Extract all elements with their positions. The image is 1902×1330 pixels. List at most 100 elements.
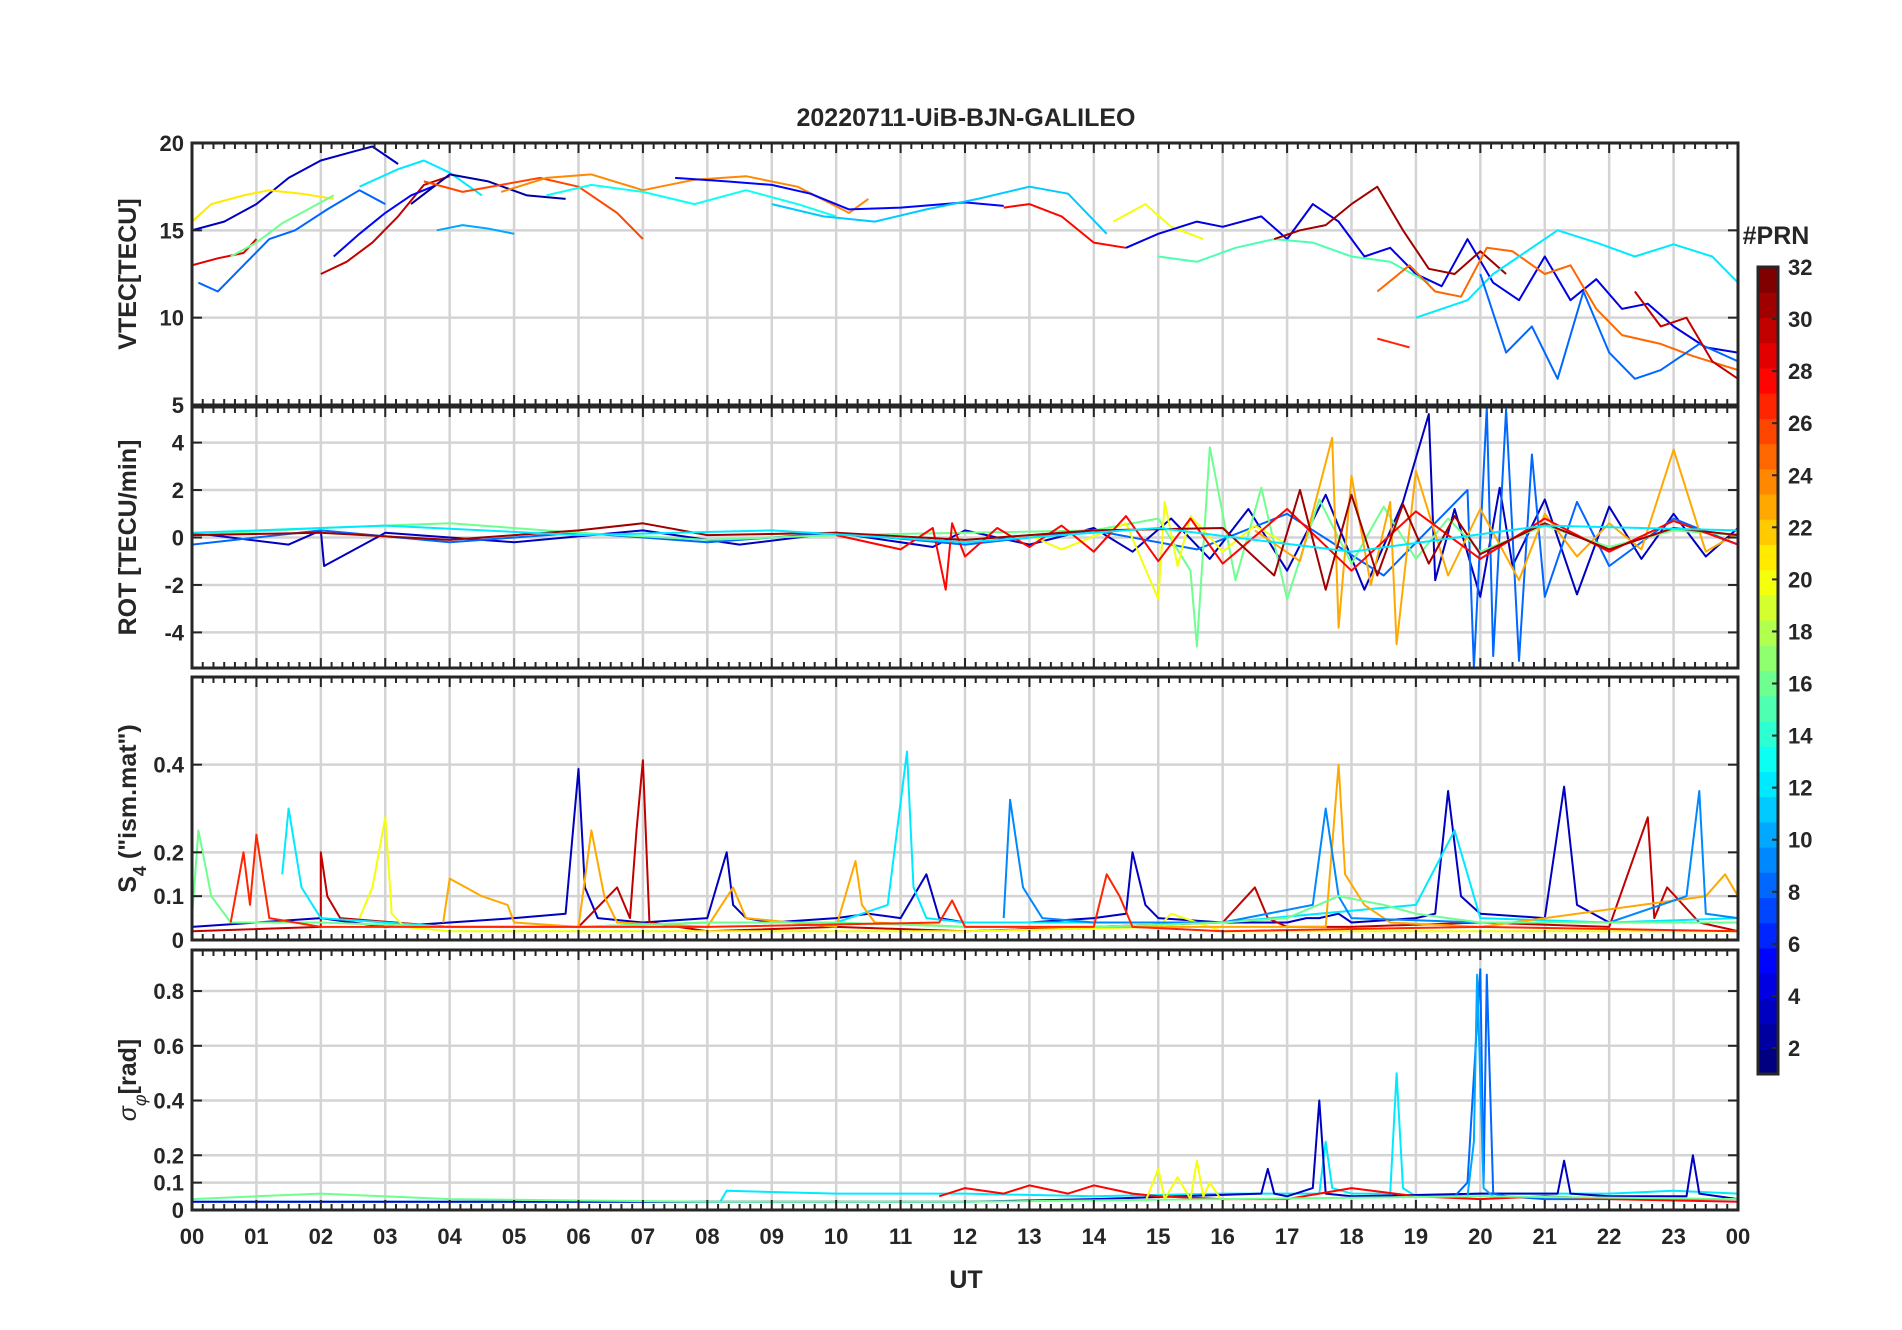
colorbar-swatch bbox=[1758, 544, 1778, 571]
colorbar-tick-label: 30 bbox=[1788, 307, 1812, 332]
colorbar-frame bbox=[1756, 265, 1780, 1076]
x-tick-label: 05 bbox=[502, 1224, 526, 1249]
panel-vtec: 5 10 15 20 VTEC[TECU] bbox=[114, 131, 1740, 418]
panel-s4: 0 0.1 0.2 0.4S4 ("ism.mat") bbox=[114, 675, 1740, 953]
colorbar-swatch bbox=[1758, 973, 1778, 999]
colorbar-tick-label: 10 bbox=[1788, 828, 1812, 853]
colorbar-swatch bbox=[1758, 292, 1778, 319]
colorbar-tick-label: 32 bbox=[1788, 255, 1812, 280]
colorbar-swatch bbox=[1758, 1023, 1778, 1050]
colorbar-swatches bbox=[1758, 267, 1778, 1075]
x-tick-label: 02 bbox=[309, 1224, 333, 1249]
series-line-prn-11 bbox=[771, 185, 1108, 235]
y-axis-label: ROT [TECU/min] bbox=[114, 440, 142, 636]
colorbar-swatch bbox=[1758, 393, 1778, 419]
series-line-prn-23 bbox=[1254, 436, 1738, 646]
y-tick-label: 20 bbox=[160, 131, 184, 156]
series-line-prn-3 bbox=[192, 145, 399, 232]
colorbar-tick-label: 2 bbox=[1788, 1036, 1800, 1061]
x-tick-label: 00 bbox=[180, 1224, 204, 1249]
y-axis-label: S4 ("ism.mat") bbox=[114, 724, 150, 893]
colorbar-swatch bbox=[1758, 947, 1778, 974]
colorbar-swatch bbox=[1758, 493, 1778, 520]
x-tick-label: 22 bbox=[1597, 1224, 1621, 1249]
y-tick-label: 0 bbox=[172, 1198, 184, 1223]
series-line-prn-28 bbox=[1003, 203, 1127, 249]
x-tick-label: 06 bbox=[566, 1224, 590, 1249]
series-line-prn-27 bbox=[229, 833, 1738, 933]
series-line-prn-8 bbox=[1479, 273, 1738, 380]
colorbar-swatch bbox=[1758, 468, 1778, 495]
series-line-prn-23 bbox=[442, 763, 1738, 928]
y-tick-label: 0.8 bbox=[153, 979, 184, 1004]
series-line-prn-27 bbox=[1377, 337, 1410, 349]
colorbar-swatch bbox=[1758, 317, 1778, 344]
series-line-prn-30 bbox=[1634, 290, 1738, 380]
panel-frame bbox=[190, 675, 1740, 942]
colorbar-swatch bbox=[1758, 998, 1778, 1025]
x-axis-label: UT bbox=[949, 1266, 982, 1294]
figure-title: 20220711-UiB-BJN-GALILEO bbox=[796, 104, 1135, 132]
colorbar-swatch bbox=[1758, 620, 1778, 646]
colorbar-title: #PRN bbox=[1743, 222, 1810, 250]
x-tick-label: 21 bbox=[1533, 1224, 1557, 1249]
x-tick-label: 18 bbox=[1339, 1224, 1363, 1249]
x-tick-label: 14 bbox=[1082, 1224, 1107, 1249]
y-tick-label: 0.4 bbox=[153, 753, 184, 778]
colorbar-tick-label: 22 bbox=[1788, 515, 1812, 540]
colorbar-swatch bbox=[1758, 847, 1778, 873]
y-tick-label: 0.1 bbox=[153, 884, 184, 909]
panel-sigma_phi: 00.1 0.2 0.4 0.6 0.8 σφ[rad] 00 01 02 03 04 05 06 07 0… bbox=[114, 948, 1750, 1249]
series-line-prn-8 bbox=[197, 189, 386, 293]
x-tick-label: 12 bbox=[953, 1224, 977, 1249]
panel-frame bbox=[190, 141, 1740, 407]
series-line-prn-21 bbox=[192, 189, 334, 223]
y-axis-label: VTEC[TECU] bbox=[114, 198, 142, 349]
colorbar-swatch bbox=[1758, 645, 1778, 672]
colorbar-swatch bbox=[1758, 796, 1778, 823]
colorbar-tick-label: 4 bbox=[1788, 984, 1801, 1009]
y-tick-label: 0.2 bbox=[153, 1143, 184, 1168]
colorbar-swatch bbox=[1758, 569, 1778, 596]
y-tick-label: 15 bbox=[160, 218, 184, 243]
y-tick-label: 4 bbox=[172, 431, 185, 456]
colorbar-tick-label: 28 bbox=[1788, 359, 1812, 384]
x-tick-label: 15 bbox=[1146, 1224, 1170, 1249]
colorbar-swatch bbox=[1758, 342, 1778, 369]
colorbar-swatch bbox=[1758, 594, 1778, 621]
y-axis-label: σφ[rad] bbox=[114, 1039, 150, 1121]
y-tick-label: 0 bbox=[172, 526, 184, 551]
series-line-prn-5 bbox=[333, 183, 438, 258]
x-tick-label: 09 bbox=[760, 1224, 784, 1249]
x-tick-label: 10 bbox=[824, 1224, 848, 1249]
x-tick-label: 03 bbox=[373, 1224, 397, 1249]
colorbar-tick-label: 26 bbox=[1788, 411, 1812, 436]
colorbar-swatch bbox=[1758, 922, 1778, 949]
x-tick-label: 23 bbox=[1661, 1224, 1685, 1249]
y-tick-label: 5 bbox=[172, 393, 184, 418]
x-tick-label: 17 bbox=[1275, 1224, 1299, 1249]
colorbar-swatch bbox=[1758, 897, 1778, 924]
series-line-prn-16 bbox=[192, 446, 1738, 648]
colorbar-tick-label: 14 bbox=[1788, 724, 1813, 749]
series-line-prn-8 bbox=[192, 407, 1738, 668]
x-tick-label: 00 bbox=[1726, 1224, 1750, 1249]
y-tick-label: 0.1 bbox=[153, 1171, 184, 1196]
series-line-prn-16 bbox=[230, 194, 335, 258]
panel-frame bbox=[190, 405, 1740, 670]
x-tick-label: 04 bbox=[437, 1224, 462, 1249]
colorbar-swatch bbox=[1758, 367, 1778, 394]
colorbar-tick-label: 20 bbox=[1788, 567, 1812, 592]
panel-rot: -4 -2 0 2 4 ROT [TECU/min] bbox=[114, 405, 1740, 670]
colorbar-tick-label: 6 bbox=[1788, 932, 1800, 957]
y-tick-label: -4 bbox=[164, 620, 184, 645]
y-tick-label: -2 bbox=[164, 573, 184, 598]
colorbar-swatch bbox=[1758, 670, 1778, 697]
series-line-prn-12 bbox=[192, 524, 1738, 553]
colorbar-swatch bbox=[1758, 1048, 1778, 1075]
colorbar-swatch bbox=[1758, 821, 1778, 848]
